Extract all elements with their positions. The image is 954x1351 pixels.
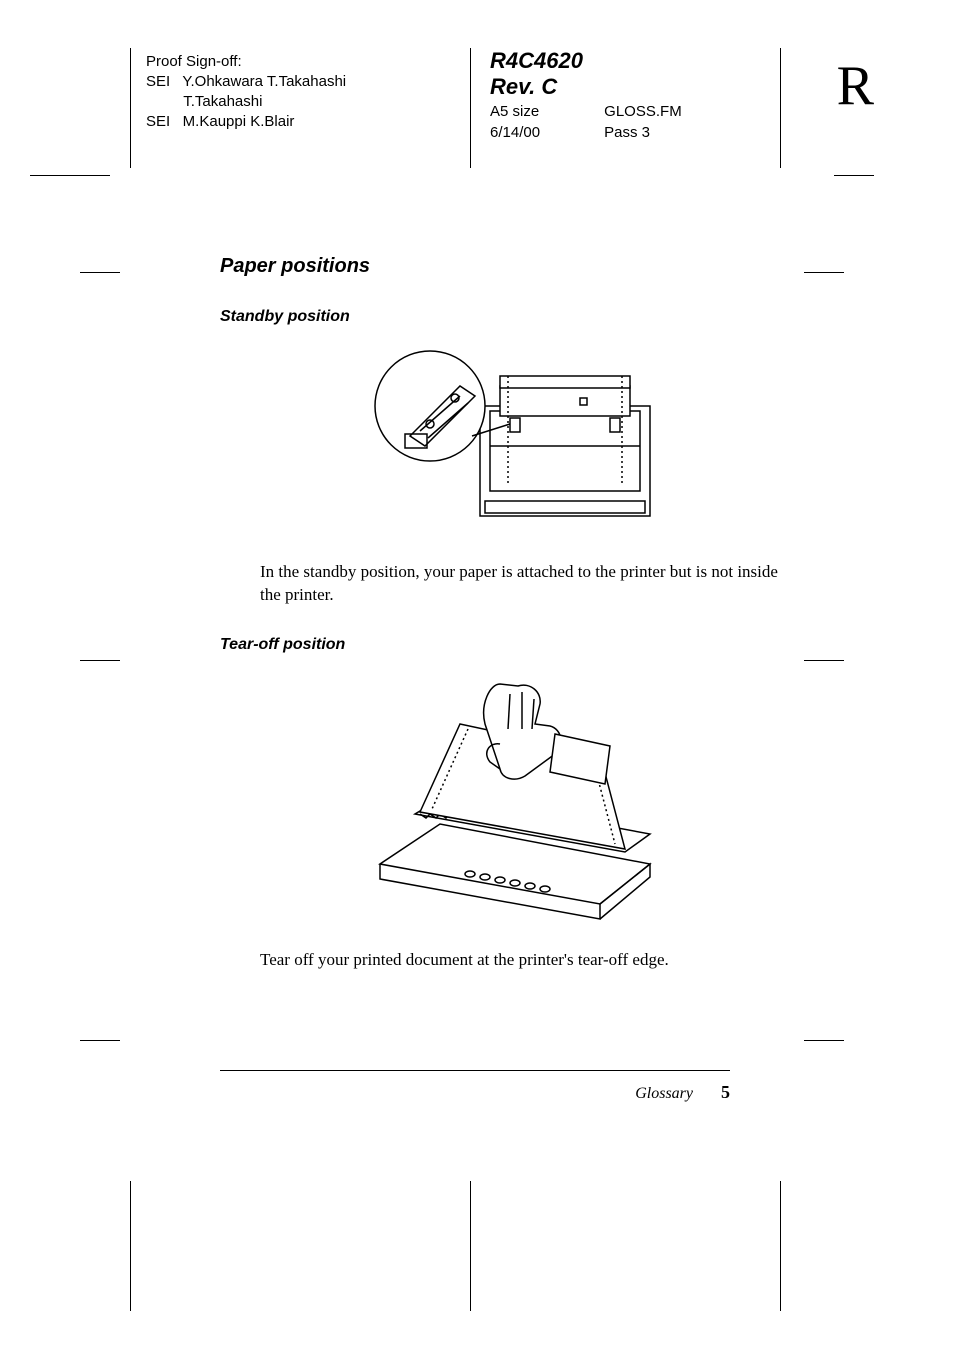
footer-page-number: 5 xyxy=(721,1082,730,1102)
footer: Glossary 5 xyxy=(220,1082,730,1103)
header-rule-right xyxy=(780,48,781,168)
meta-date: 6/14/00 xyxy=(490,123,600,142)
standby-caption: In the standby position, your paper is a… xyxy=(260,560,790,606)
doc-rev: Rev. C xyxy=(490,74,682,100)
standby-illustration xyxy=(360,346,660,536)
crop-mark xyxy=(834,175,874,176)
heading-paper-positions: Paper positions xyxy=(220,255,800,278)
bottom-rules xyxy=(130,1181,874,1311)
signoff-row-2: T.Takahashi xyxy=(146,92,346,112)
tearoff-caption: Tear off your printed document at the pr… xyxy=(260,948,790,971)
signoff-row-1: SEI Y.Ohkawara T.Takahashi xyxy=(146,72,346,92)
bottom-rule-right xyxy=(780,1181,781,1311)
crop-mark xyxy=(80,272,120,273)
content: Paper positions Standby position xyxy=(220,255,800,971)
proof-signoff-block: Proof Sign-off: SEI Y.Ohkawara T.Takahas… xyxy=(146,52,346,132)
figure-standby xyxy=(220,346,800,536)
footer-rule xyxy=(220,1070,730,1071)
signoff-row-3: SEI M.Kauppi K.Blair xyxy=(146,112,346,132)
doc-meta-row-2: 6/14/00 Pass 3 xyxy=(490,123,682,142)
header: Proof Sign-off: SEI Y.Ohkawara T.Takahas… xyxy=(130,48,874,168)
meta-pass: Pass 3 xyxy=(604,124,650,141)
page: Proof Sign-off: SEI Y.Ohkawara T.Takahas… xyxy=(0,0,954,1351)
footer-section: Glossary xyxy=(635,1085,693,1102)
doc-code: R4C4620 xyxy=(490,48,682,74)
crop-mark xyxy=(804,272,844,273)
header-rule-mid xyxy=(470,48,471,168)
doc-meta-row-1: A5 size GLOSS.FM xyxy=(490,102,682,121)
signoff-title: Proof Sign-off: xyxy=(146,52,346,72)
crop-mark xyxy=(80,1040,120,1041)
doc-id-block: R4C4620 Rev. C A5 size GLOSS.FM 6/14/00 … xyxy=(490,48,682,142)
heading-standby: Standby position xyxy=(220,308,800,326)
bottom-rule-left xyxy=(130,1181,131,1311)
crop-mark xyxy=(80,660,120,661)
crop-mark xyxy=(804,1040,844,1041)
tearoff-illustration xyxy=(350,674,670,924)
page-side-letter: R xyxy=(837,58,874,114)
heading-tearoff: Tear-off position xyxy=(220,636,800,654)
figure-tearoff xyxy=(220,674,800,924)
meta-size: A5 size xyxy=(490,102,600,121)
meta-file: GLOSS.FM xyxy=(604,103,682,120)
header-rule-left xyxy=(130,48,131,168)
bottom-rule-mid xyxy=(470,1181,471,1311)
crop-mark xyxy=(804,660,844,661)
crop-mark xyxy=(30,175,110,176)
